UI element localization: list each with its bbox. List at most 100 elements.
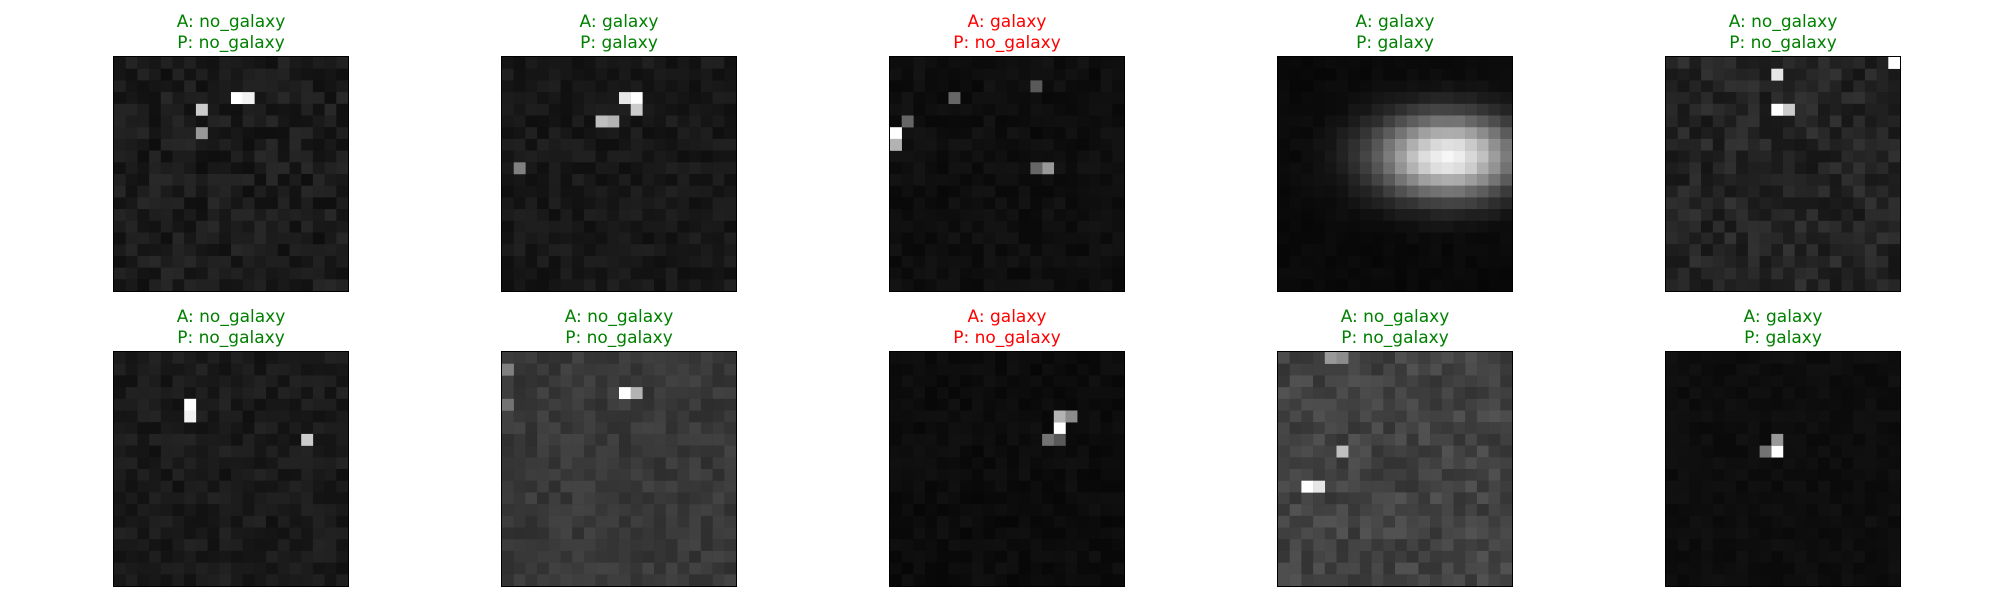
pixel	[537, 410, 550, 423]
pixel	[890, 574, 902, 586]
pixel	[1348, 80, 1361, 93]
pixel	[1406, 80, 1419, 93]
pixel	[890, 480, 902, 493]
pixel	[1712, 209, 1725, 222]
pixel	[595, 244, 608, 257]
pixel	[1864, 410, 1877, 423]
pixel	[513, 375, 526, 388]
pixel	[1853, 504, 1866, 517]
pixel	[1289, 387, 1302, 400]
pixel	[1359, 267, 1372, 280]
pixel	[1359, 363, 1372, 376]
bright-pixel	[1030, 80, 1043, 93]
pixel	[1313, 68, 1326, 81]
pixel	[525, 209, 538, 222]
pixel	[1313, 433, 1326, 446]
pixel	[572, 197, 585, 210]
pixel	[231, 562, 243, 575]
pixel	[1406, 162, 1419, 175]
pixel	[289, 232, 302, 245]
pixel	[1313, 574, 1326, 586]
pixel	[1430, 267, 1443, 280]
pixel	[971, 539, 984, 552]
pixel	[1065, 457, 1078, 470]
pixel	[1736, 515, 1749, 528]
pixel	[983, 375, 996, 388]
pixel	[502, 103, 514, 116]
pixel	[724, 398, 736, 411]
pixel	[1313, 398, 1326, 411]
pixel	[971, 255, 984, 268]
pixel	[1278, 127, 1290, 140]
pixel	[1359, 433, 1372, 446]
pixel	[1689, 279, 1702, 291]
pixel	[219, 267, 232, 280]
pixel	[1888, 504, 1900, 517]
pixel	[1324, 363, 1337, 376]
pixel	[1100, 267, 1113, 280]
pixel	[890, 185, 902, 198]
pixel	[137, 162, 150, 175]
pixel	[983, 279, 996, 291]
pixel	[1771, 220, 1784, 233]
pixel	[1888, 410, 1900, 423]
pixel	[983, 363, 996, 376]
pixel	[207, 457, 220, 470]
pixel	[630, 352, 643, 364]
pixel	[1500, 92, 1512, 105]
pixel	[1853, 209, 1866, 222]
pixel	[207, 433, 220, 446]
pixel	[537, 162, 550, 175]
pixel	[537, 527, 550, 540]
pixel	[1666, 469, 1678, 481]
pixel	[983, 232, 996, 245]
pixel	[242, 220, 255, 233]
pixel	[312, 220, 325, 233]
pixel	[1395, 220, 1407, 233]
pixel	[254, 138, 267, 151]
pixel	[583, 527, 596, 540]
pixel	[231, 138, 243, 151]
pixel	[1453, 162, 1466, 175]
pixel	[1841, 492, 1854, 505]
pixel	[583, 480, 596, 493]
pixel	[948, 255, 961, 268]
pixel	[277, 515, 290, 528]
pixel	[724, 562, 736, 575]
pixel	[1794, 433, 1807, 446]
pixel	[689, 363, 702, 376]
pixel	[1441, 445, 1454, 458]
actual-label: A: no_galaxy	[176, 12, 286, 32]
pixel	[1112, 539, 1124, 552]
pixel	[242, 433, 255, 446]
pixel	[1677, 433, 1690, 446]
pixel	[1771, 527, 1784, 540]
pixel	[913, 504, 926, 517]
pixel	[1829, 492, 1842, 505]
pixel	[1829, 387, 1842, 400]
pixel	[607, 422, 620, 435]
pixel	[983, 244, 996, 257]
pixel	[312, 375, 325, 388]
pixel	[172, 515, 185, 528]
pixel	[1853, 138, 1866, 151]
pixel	[1007, 150, 1019, 163]
pixel	[219, 469, 232, 481]
pixel	[1418, 80, 1431, 93]
pixel	[125, 562, 138, 575]
pixel	[901, 174, 914, 186]
pixel	[1876, 398, 1889, 411]
pixel	[1430, 185, 1443, 198]
pixel	[1018, 352, 1031, 364]
pixel	[1759, 209, 1772, 222]
pixel	[1053, 352, 1066, 364]
pixel	[1666, 220, 1678, 233]
pixel	[890, 57, 902, 69]
pixel	[1876, 574, 1889, 586]
pixel	[1465, 103, 1478, 116]
pixel	[1689, 103, 1702, 116]
pixel	[913, 92, 926, 105]
pixel	[1724, 80, 1737, 93]
pixel	[184, 150, 197, 163]
pixel	[1289, 255, 1302, 268]
